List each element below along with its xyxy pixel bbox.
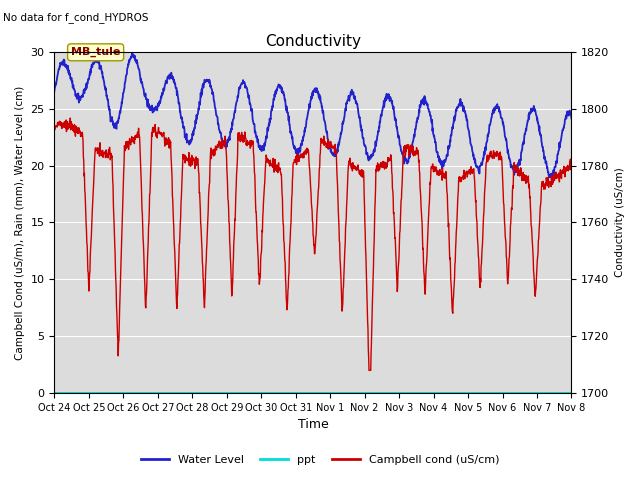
Text: No data for f_cond_HYDROS: No data for f_cond_HYDROS [3,12,148,23]
Y-axis label: Campbell Cond (uS/m), Rain (mm), Water Level (cm): Campbell Cond (uS/m), Rain (mm), Water L… [15,85,25,360]
Y-axis label: Conductivity (uS/cm): Conductivity (uS/cm) [615,168,625,277]
Text: MB_tule: MB_tule [71,47,120,58]
X-axis label: Time: Time [298,419,328,432]
Legend: Water Level, ppt, Campbell cond (uS/cm): Water Level, ppt, Campbell cond (uS/cm) [136,451,504,469]
Title: Conductivity: Conductivity [265,34,361,49]
